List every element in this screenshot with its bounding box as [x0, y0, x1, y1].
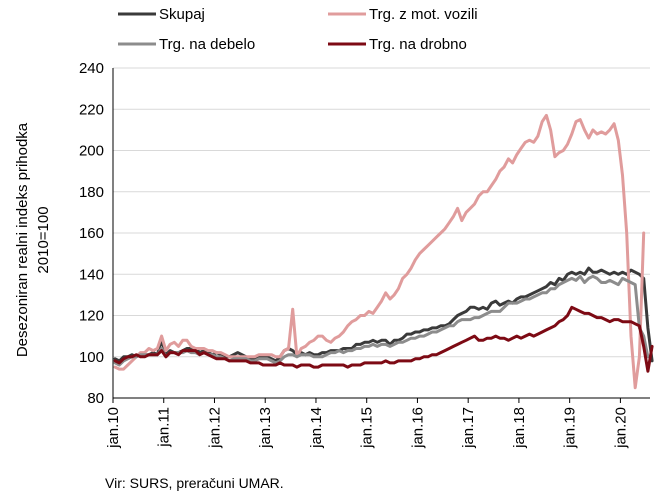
series-line-0: [113, 266, 654, 363]
y-tick-label: 100: [79, 349, 104, 366]
x-tick-label: jan.20: [612, 407, 629, 449]
legend-label: Trg. z mot. vozili: [369, 6, 478, 23]
x-tick-label: jan.10: [105, 407, 122, 449]
y-axis-title-units: 2010=100: [35, 206, 52, 273]
y-tick-label: 80: [87, 390, 104, 407]
x-tick-label: jan.17: [460, 407, 477, 449]
x-tick-label: jan.12: [206, 407, 223, 449]
legend-label: Trg. na debelo: [159, 36, 255, 53]
x-tick-label: jan.11: [156, 407, 173, 448]
y-tick-label: 220: [79, 101, 104, 118]
y-axis-title: Desezoniran realni indeks prihodka: [14, 122, 31, 357]
y-tick-label: 240: [79, 60, 104, 77]
x-tick-label: jan.16: [409, 407, 426, 449]
source-note: Vir: SURS, preračuni UMAR.: [105, 475, 284, 491]
legend: Skupaj Trg. z mot. vozili Trg. na debelo Tr…: [118, 6, 478, 53]
legend-label: Skupaj: [159, 6, 205, 23]
x-tick-label: jan.14: [308, 407, 325, 449]
x-tick-label: jan.18: [511, 407, 528, 449]
x-tick-label: jan.19: [562, 407, 579, 449]
axes: 80 100 120 140 160 180 200 220 240 jan.10 jan.11 ja…: [79, 60, 650, 449]
grid: [113, 67, 650, 358]
y-tick-label: 200: [79, 143, 104, 160]
series-lines: [113, 113, 654, 390]
legend-label: Trg. na drobno: [369, 36, 467, 53]
x-tick-label: jan.15: [359, 407, 376, 449]
y-tick-label: 140: [79, 266, 104, 283]
y-tick-label: 160: [79, 225, 104, 242]
y-tick-label: 120: [79, 308, 104, 325]
series-line-3: [113, 305, 654, 373]
y-tick-label: 180: [79, 184, 104, 201]
x-tick-label: jan.13: [257, 407, 274, 449]
series-line-1: [113, 113, 646, 390]
